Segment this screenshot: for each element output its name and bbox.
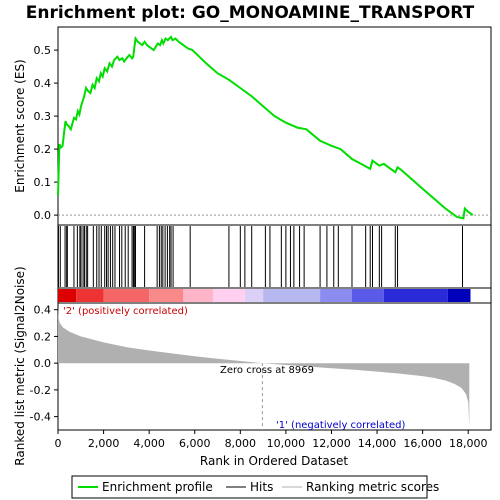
colorbar-segment bbox=[244, 289, 264, 302]
x-tick-label: 2,000 bbox=[88, 437, 120, 450]
colorbar-segment bbox=[263, 289, 321, 302]
legend-frame bbox=[71, 475, 428, 499]
es-ytick-label: 0.0 bbox=[34, 209, 52, 222]
metric-ytick-label: -0.4 bbox=[30, 411, 51, 424]
es-ytick-label: 0.3 bbox=[34, 110, 52, 123]
metric-ytick-label: 0.2 bbox=[34, 330, 52, 343]
es-ytick-label: 0.2 bbox=[34, 143, 52, 156]
colorbar-segment bbox=[58, 289, 77, 302]
x-tick-label: 0 bbox=[55, 437, 62, 450]
x-axis: 0 2,000 4,000 6,000 8,000 10,000 12,000 14,000 1… bbox=[55, 430, 488, 450]
x-tick-label: 16,000 bbox=[403, 437, 442, 450]
x-axis-label: Rank in Ordered Dataset bbox=[200, 454, 348, 468]
legend-label-enrichment: Enrichment profile bbox=[102, 480, 213, 494]
positive-correlation-label: '2' (positively correlated) bbox=[63, 306, 188, 317]
x-tick-label: 6,000 bbox=[179, 437, 211, 450]
colorbar-segment bbox=[383, 289, 448, 302]
colorbar-segment bbox=[212, 289, 245, 302]
metric-ytick-label: 0.0 bbox=[34, 357, 52, 370]
es-ytick-label: 0.4 bbox=[34, 77, 52, 90]
legend: Enrichment profile Hits Ranking metric s… bbox=[71, 475, 439, 499]
x-tick-label: 10,000 bbox=[267, 437, 306, 450]
es-line bbox=[57, 35, 474, 220]
es-panel: 0.0 0.1 0.2 0.3 0.4 0.5 Enrichment score (ES) bbox=[13, 26, 492, 226]
metric-area bbox=[58, 307, 470, 428]
es-plot-frame bbox=[57, 26, 492, 226]
x-tick-label: 18,000 bbox=[449, 437, 488, 450]
x-tick-label: 8,000 bbox=[225, 437, 257, 450]
colorbar-segment bbox=[183, 289, 213, 302]
chart-title: Enrichment plot: GO_MONOAMINE_TRANSPORT bbox=[26, 3, 475, 23]
metric-panel: -0.4 -0.2 0.0 0.2 0.4 '2' (positively correl… bbox=[13, 266, 492, 466]
legend-label-metric: Ranking metric scores bbox=[306, 480, 439, 494]
metric-ylabel: Ranked list metric (Signal2Noise) bbox=[13, 266, 27, 465]
metric-ytick-label: 0.4 bbox=[34, 304, 52, 317]
hits-frame bbox=[57, 224, 492, 289]
legend-label-hits: Hits bbox=[250, 480, 273, 494]
hits-panel bbox=[57, 224, 492, 289]
negative-correlation-label: '1' (negatively correlated) bbox=[276, 420, 405, 431]
colorbar-segment bbox=[149, 289, 184, 302]
es-ylabel: Enrichment score (ES) bbox=[13, 59, 27, 192]
colorbar-segment bbox=[103, 289, 150, 302]
x-tick-label: 12,000 bbox=[312, 437, 351, 450]
es-ytick-label: 0.5 bbox=[34, 44, 52, 57]
rank-colorbar bbox=[57, 287, 492, 304]
zero-cross-label: Zero cross at 8969 bbox=[220, 365, 314, 376]
x-tick-label: 4,000 bbox=[133, 437, 165, 450]
colorbar-segment bbox=[447, 289, 471, 302]
colorbar-segment bbox=[76, 289, 104, 302]
colorbar-segment bbox=[320, 289, 352, 302]
es-ytick-label: 0.1 bbox=[34, 176, 52, 189]
metric-ytick-label: -0.2 bbox=[30, 384, 51, 397]
colorbar-segment bbox=[351, 289, 384, 302]
x-tick-label: 14,000 bbox=[358, 437, 397, 450]
